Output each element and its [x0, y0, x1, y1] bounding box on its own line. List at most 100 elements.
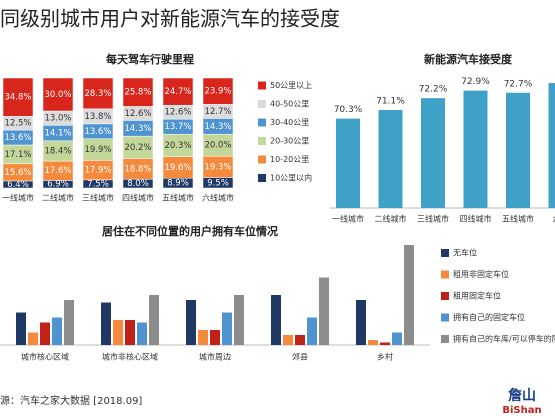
chart-title: 新能源汽车接受度 [424, 52, 513, 66]
data-label: 19.3% [204, 162, 231, 172]
legend-label: 租用非固定车位 [453, 269, 509, 279]
data-label: 13.8% [84, 112, 111, 122]
legend-swatch [258, 118, 266, 127]
x-tick-label: 二线城市 [375, 214, 407, 224]
data-label: 15.6% [4, 168, 31, 178]
bar [52, 317, 62, 345]
logo: BiShan [502, 405, 541, 416]
bar [16, 312, 26, 345]
data-label: 14.1% [44, 129, 71, 139]
bar [421, 98, 445, 208]
legend-label: 租用固定车位 [453, 291, 501, 301]
x-tick-label: 城市非核心区域 [102, 352, 158, 362]
x-tick-label: 一线城市 [2, 193, 34, 203]
legend-label: 10-20公里 [270, 155, 309, 164]
bar [271, 295, 281, 345]
data-label: 18.8% [124, 164, 151, 174]
legend-label: 拥有自己的车库/可以停车的院 [453, 334, 555, 344]
bar-segment [162, 77, 194, 106]
bar [64, 300, 74, 345]
bar [234, 295, 244, 345]
bar [368, 340, 378, 345]
bar [295, 335, 305, 345]
data-label: 23.9% [204, 87, 231, 97]
bar [101, 302, 111, 345]
x-tick-label: 六线 [553, 214, 555, 224]
legend-swatch [441, 335, 449, 343]
data-label: 70.3% [334, 105, 363, 115]
bar [283, 335, 293, 345]
x-tick-label: 三线城市 [82, 193, 114, 203]
data-label: 72.9% [461, 77, 490, 87]
bar [307, 317, 317, 345]
legend-label: 30-40公里 [270, 118, 309, 127]
data-label: 12.7% [204, 107, 231, 117]
chart-title: 每天驾车行驶里程 [106, 52, 194, 66]
x-tick-label: 二线城市 [42, 193, 74, 203]
page-title: 同级别城市用户对新能源汽车的接受度 [0, 7, 340, 31]
bar-segment [202, 77, 234, 105]
bar-segment [42, 77, 74, 112]
data-label: 34.8% [4, 93, 31, 103]
legend-swatch [441, 313, 449, 322]
bar [378, 110, 403, 208]
data-label: 18.4% [44, 146, 71, 156]
data-label: 20.3% [164, 141, 191, 151]
x-tick-label: 乡村 [377, 352, 393, 362]
bar [40, 322, 50, 345]
bar [137, 322, 147, 345]
bar [28, 332, 38, 345]
bar [463, 90, 488, 208]
bar [404, 245, 414, 345]
data-label: 12.5% [4, 119, 31, 129]
data-label: 72.2% [419, 85, 448, 95]
bar [210, 330, 220, 345]
x-tick-label: 五线城市 [162, 193, 194, 203]
bar [149, 295, 159, 345]
bar [548, 83, 555, 208]
data-label: 6.9% [47, 180, 69, 190]
x-tick-label: 郊县 [292, 352, 308, 362]
data-label: 6.4% [7, 180, 29, 190]
data-label: 28.3% [84, 89, 111, 99]
data-label: 7.5% [87, 179, 109, 189]
data-label: 12.6% [164, 108, 191, 118]
legend-label: 40-50公里 [270, 100, 309, 109]
data-label: 13.6% [84, 127, 111, 137]
legend-label: 10公里以内 [270, 173, 312, 183]
data-label: 13.0% [44, 114, 71, 124]
legend-swatch [258, 174, 266, 182]
legend-label: 拥有自己的固定车位 [453, 312, 525, 322]
x-tick-label: 三线城市 [417, 214, 449, 224]
data-label: 14.3% [124, 124, 151, 134]
data-label: 20.2% [124, 143, 151, 153]
bar [336, 118, 360, 208]
bar [392, 332, 402, 345]
bar [125, 320, 135, 345]
legend-label: 无车位 [453, 248, 477, 258]
data-label: 8.9% [167, 179, 189, 189]
x-tick-label: 六线城市 [202, 193, 234, 203]
bar [380, 342, 390, 345]
x-tick-label: 一线城市 [332, 214, 364, 224]
x-tick-label: 四线城市 [460, 214, 492, 224]
legend-swatch [441, 292, 449, 300]
data-label: 25.8% [124, 88, 151, 98]
legend-swatch [258, 100, 266, 108]
x-tick-label: 四线城市 [122, 193, 154, 203]
data-label: 12.6% [124, 109, 151, 119]
data-label: 72.7% [504, 79, 533, 89]
data-label: 9.5% [207, 178, 229, 188]
data-label: 17.6% [44, 166, 71, 176]
data-label: 30.0% [44, 90, 71, 100]
chart-title: 居住在不同位置的用户拥有车位情况 [102, 224, 278, 238]
x-tick-label: 城市周边 [199, 352, 231, 362]
logo: 詹山 [508, 387, 536, 404]
data-label: 24.7% [164, 87, 191, 97]
data-label: 13.6% [4, 133, 31, 143]
x-tick-label: 五线城市 [502, 214, 534, 224]
data-label: 19.9% [84, 145, 111, 155]
data-label: 17.9% [84, 166, 111, 176]
